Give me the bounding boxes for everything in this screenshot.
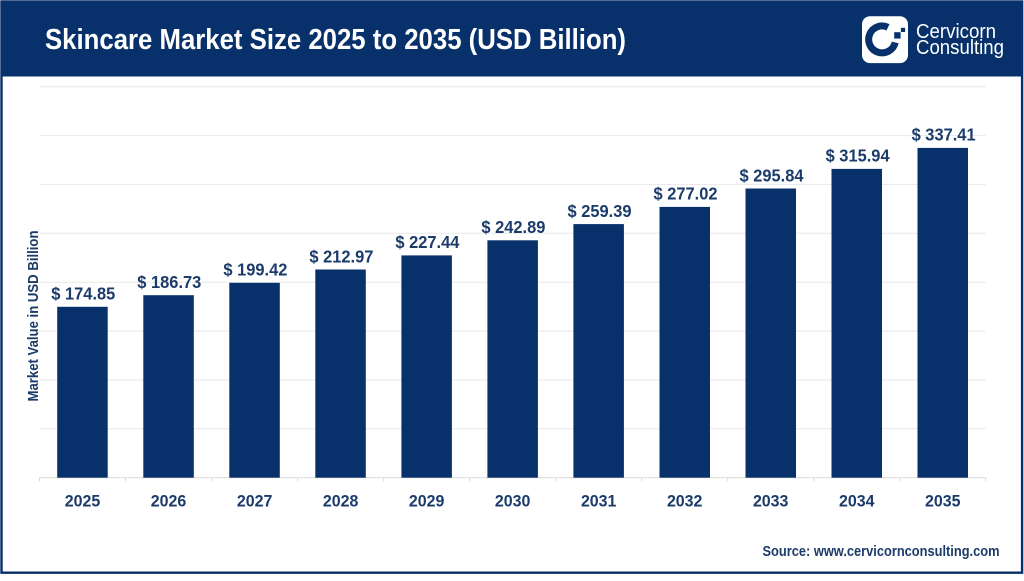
svg-text:Consulting: Consulting (916, 37, 1004, 59)
svg-text:Skincare Market Size 2025 to 2: Skincare Market Size 2025 to 2035 (USD B… (45, 24, 626, 56)
svg-text:$ 259.39: $ 259.39 (568, 201, 632, 221)
svg-text:$ 295.84: $ 295.84 (740, 165, 804, 185)
svg-text:$ 337.41: $ 337.41 (912, 125, 976, 145)
svg-text:$ 227.44: $ 227.44 (395, 232, 459, 252)
svg-text:2026: 2026 (151, 492, 187, 511)
svg-text:2031: 2031 (581, 492, 617, 511)
svg-text:Source: www.cervicornconsultin: Source: www.cervicornconsulting.com (763, 544, 1000, 560)
svg-text:$ 174.85: $ 174.85 (51, 284, 115, 304)
svg-text:$ 212.97: $ 212.97 (309, 246, 373, 266)
svg-text:$ 186.73: $ 186.73 (137, 272, 201, 292)
svg-text:2032: 2032 (667, 492, 703, 511)
svg-text:$ 277.02: $ 277.02 (654, 184, 718, 204)
svg-text:$ 242.89: $ 242.89 (481, 217, 545, 237)
svg-text:2033: 2033 (753, 492, 789, 511)
svg-text:Cervicorn: Cervicorn (916, 21, 996, 43)
svg-text:2034: 2034 (839, 492, 875, 511)
svg-text:2030: 2030 (495, 492, 531, 511)
svg-text:Market Value in USD Billion: Market Value in USD Billion (26, 231, 42, 402)
svg-text:$ 199.42: $ 199.42 (223, 260, 287, 280)
svg-text:2029: 2029 (409, 492, 445, 511)
svg-text:2028: 2028 (323, 492, 359, 511)
svg-text:$ 315.94: $ 315.94 (826, 146, 890, 166)
svg-text:2035: 2035 (925, 492, 961, 511)
svg-text:2025: 2025 (65, 492, 101, 511)
svg-text:2027: 2027 (237, 492, 273, 511)
